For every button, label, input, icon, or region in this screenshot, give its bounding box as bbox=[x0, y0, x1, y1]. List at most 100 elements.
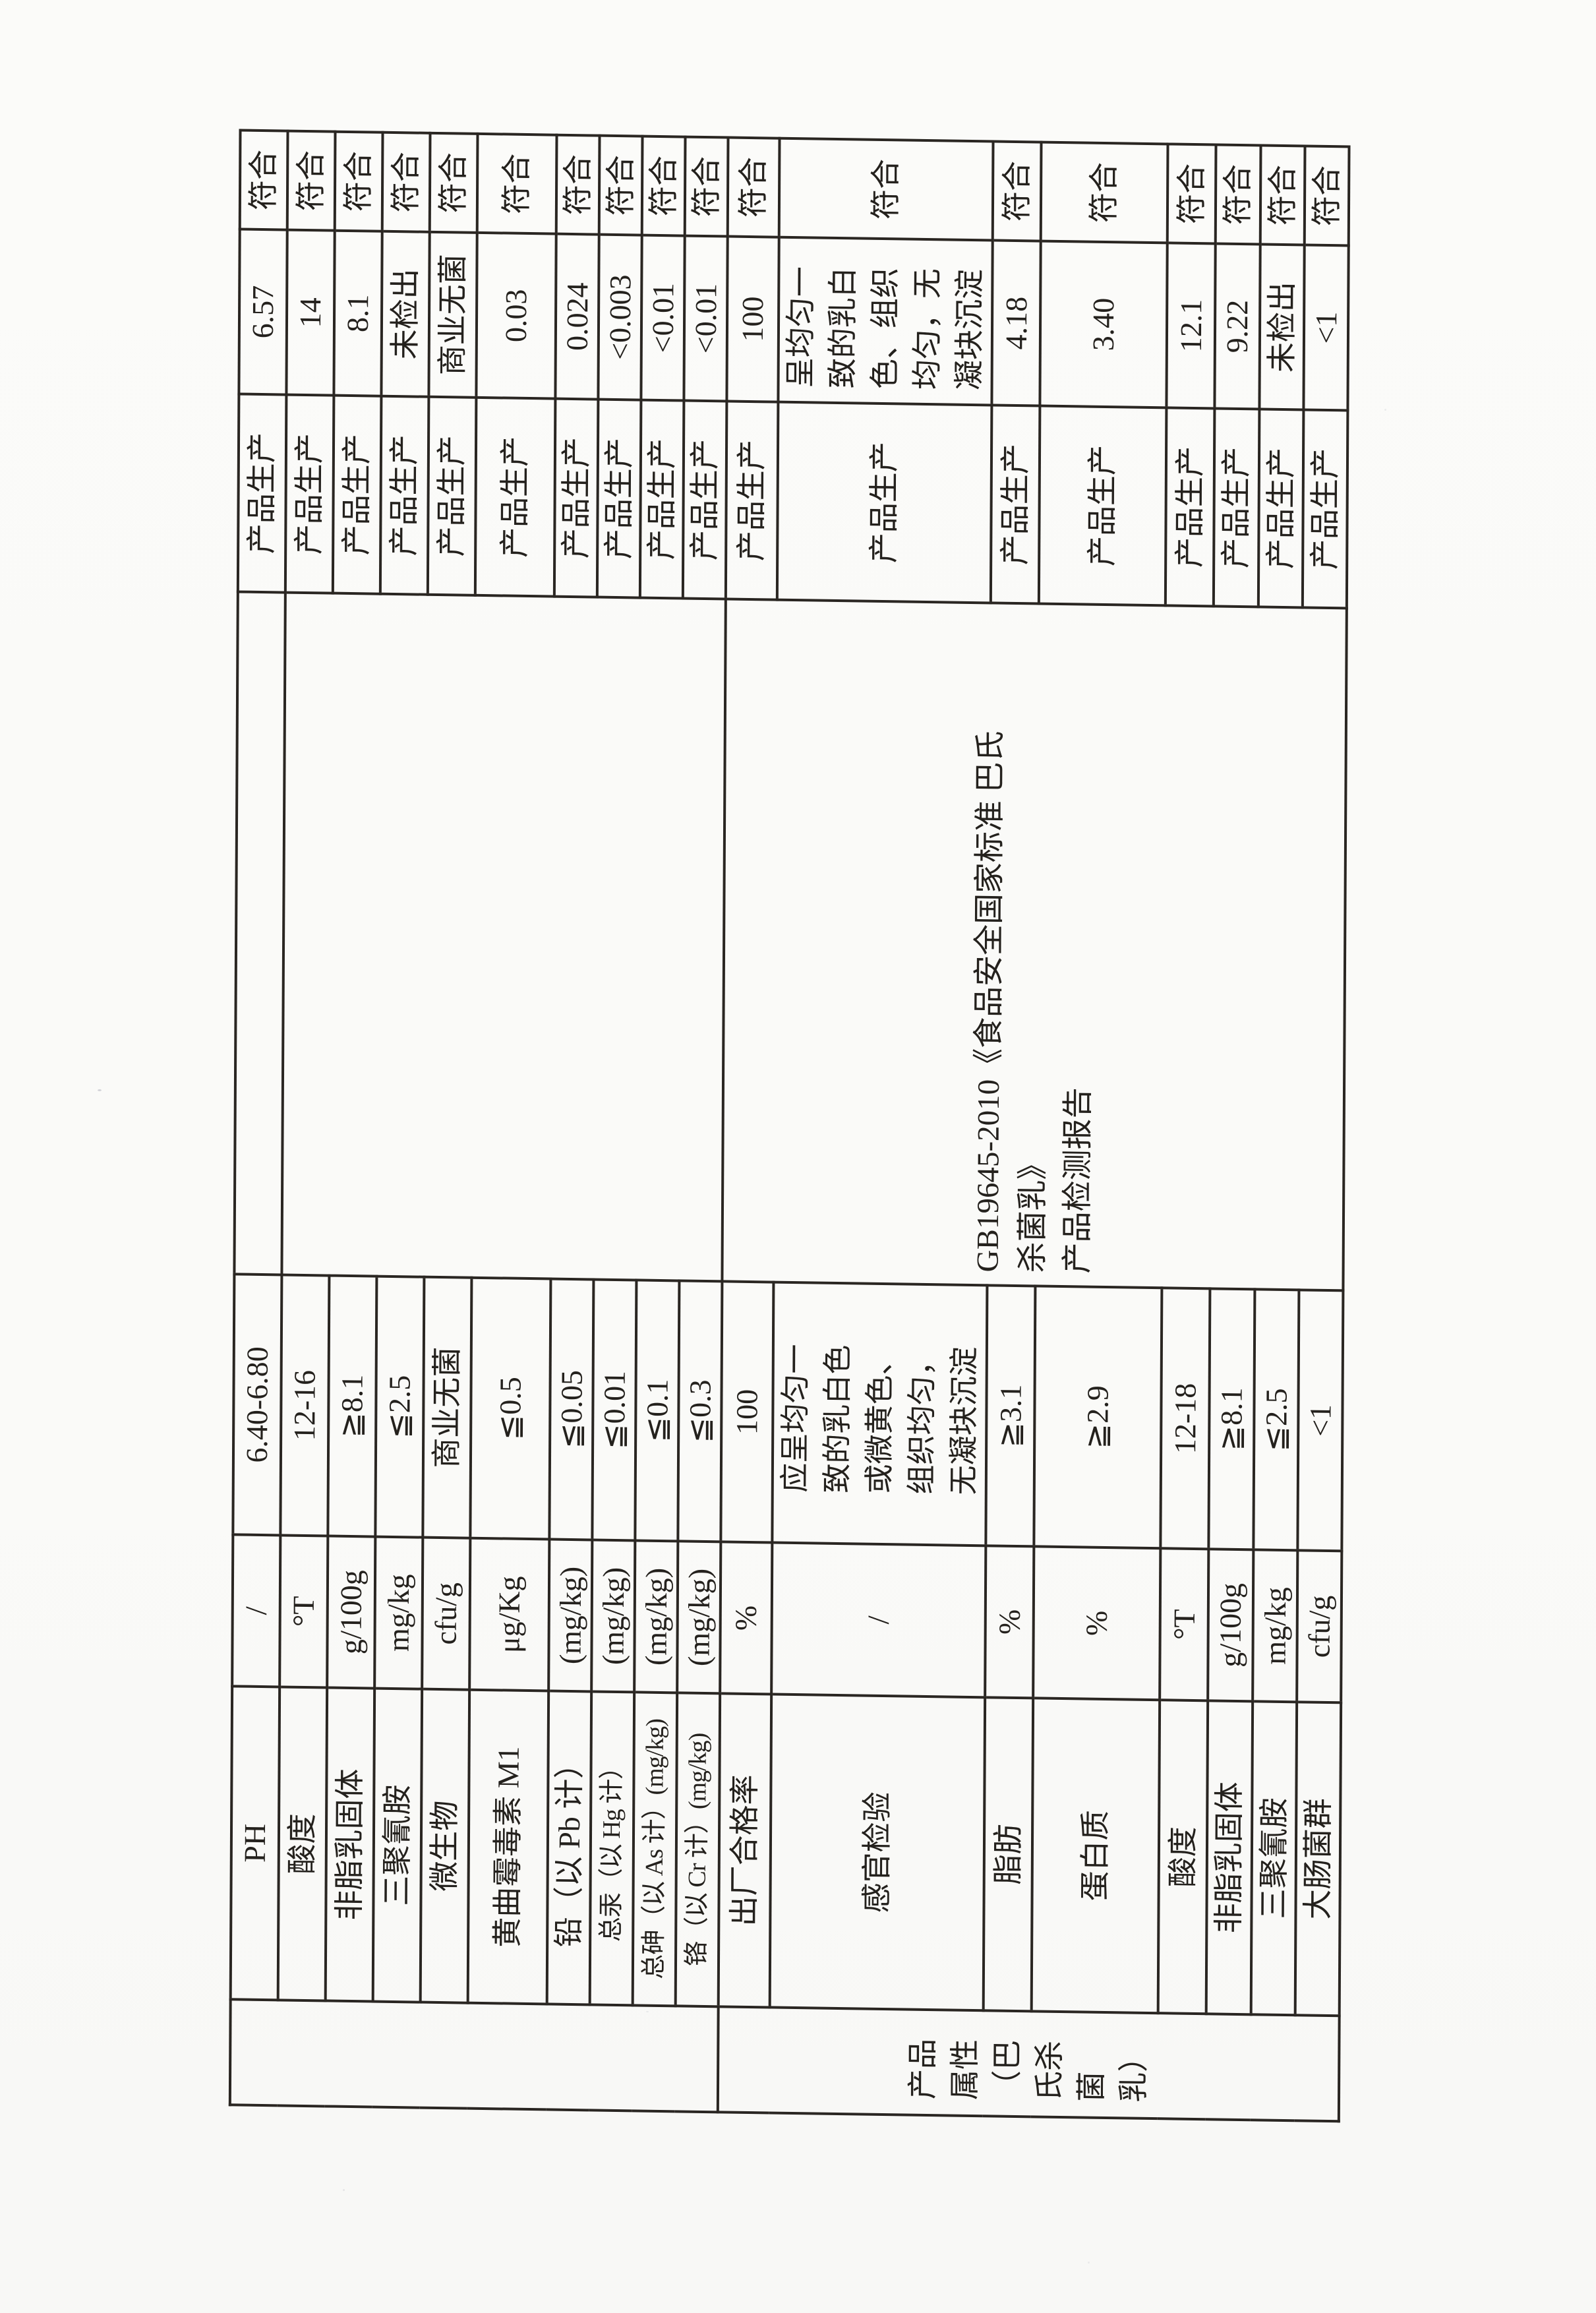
conclusion-cell: 符合 bbox=[1040, 142, 1168, 243]
result-cell: 未检出 bbox=[381, 231, 430, 397]
result-cell: 14 bbox=[286, 229, 335, 396]
table-body: PH/6.40-6.80 产品生产 6.57 符合 酸度 °T 12-16 产品生产 14 符合非… bbox=[229, 130, 1349, 2122]
category-cell: 产品生产 bbox=[380, 396, 429, 595]
item-cell: 出厂合格率 bbox=[718, 1693, 772, 2008]
result-cell: <0.003 bbox=[598, 234, 642, 400]
unit-cell: cfu/g bbox=[1297, 1550, 1342, 1703]
upright-table: PH/6.40-6.80 产品生产 6.57 符合 酸度 °T 12-16 产品生产 14 符合非… bbox=[229, 130, 1349, 2123]
unit-cell: mg/kg bbox=[1253, 1549, 1298, 1702]
category-cell: 产品生产 bbox=[554, 398, 599, 597]
unit-cell: mg/kg bbox=[374, 1536, 423, 1689]
unit-cell: °T bbox=[280, 1535, 328, 1688]
item-cell: 微生物 bbox=[420, 1689, 470, 2003]
unit-cell: % bbox=[985, 1546, 1034, 1698]
limit-cell: ≧3.1 bbox=[986, 1285, 1036, 1547]
scan-speck bbox=[1384, 409, 1386, 411]
limit-cell: ≧2.9 bbox=[1034, 1286, 1162, 1549]
result-cell: 未检出 bbox=[1259, 244, 1305, 410]
limit-cell: 应呈均匀一致的乳白色或微黄色、组织均匀，无凝块沉淀 bbox=[772, 1282, 988, 1546]
standard-cell: GB19645-2010《食品安全国家标准 巴氏 杀菌乳》 产品检测报告 bbox=[722, 599, 1347, 1291]
category-cell: 产品生产 bbox=[682, 400, 727, 599]
category-cell: 产品生产 bbox=[1038, 406, 1167, 606]
category-cell: 产品生产 bbox=[1258, 409, 1304, 608]
unit-cell: (mg/kg) bbox=[591, 1540, 635, 1693]
result-cell: 0.024 bbox=[555, 233, 599, 400]
conclusion-cell: 符合 bbox=[1304, 146, 1349, 246]
unit-cell: % bbox=[720, 1542, 773, 1695]
unit-cell: g/100g bbox=[1208, 1549, 1254, 1702]
scan-speck bbox=[1088, 2262, 1090, 2264]
result-cell: 0.03 bbox=[476, 232, 556, 399]
category-cell: 产品生产 bbox=[475, 397, 556, 597]
unit-cell: °T bbox=[1160, 1548, 1209, 1701]
scan-speck bbox=[98, 1089, 102, 1091]
standard-empty-cell bbox=[281, 592, 726, 1282]
limit-cell: ≦0.05 bbox=[549, 1278, 594, 1540]
result-cell: 呈均匀一致的乳白色、组织均匀，无凝块沉淀 bbox=[778, 237, 993, 406]
unit-cell: / bbox=[771, 1542, 986, 1698]
conclusion-cell: 符合 bbox=[556, 135, 600, 235]
item-cell: 非脂乳固体 bbox=[325, 1687, 375, 2002]
category-cell: 产品生产 bbox=[597, 399, 641, 598]
result-cell: 4.18 bbox=[991, 240, 1041, 406]
conclusion-cell: 符合 bbox=[429, 133, 478, 233]
conclusion-cell: 符合 bbox=[1167, 144, 1216, 244]
limit-cell: <1 bbox=[1297, 1290, 1344, 1551]
item-cell: 感官检验 bbox=[769, 1694, 986, 2011]
limit-cell: ≦0.3 bbox=[678, 1280, 723, 1542]
limit-cell: ≦0.5 bbox=[470, 1277, 551, 1540]
item-cell: 三聚氰胺 bbox=[372, 1688, 423, 2002]
category-cell: 产品生产 bbox=[285, 394, 334, 593]
category-cell: 产品生产 bbox=[427, 396, 477, 595]
category-cell: 产品生产 bbox=[237, 394, 287, 593]
limit-cell: ≦0.01 bbox=[592, 1279, 637, 1541]
item-cell: 酸度 bbox=[278, 1687, 328, 2001]
attribute-cell-text: 产品属性（巴氏杀菌乳） bbox=[905, 2038, 1151, 2103]
unit-cell: (mg/kg) bbox=[548, 1539, 593, 1692]
item-cell: 大肠菌群 bbox=[1295, 1702, 1342, 2016]
category-cell: 产品生产 bbox=[639, 400, 684, 599]
conclusion-cell: 符合 bbox=[382, 132, 430, 232]
limit-cell-text: 应呈均匀一致的乳白色或微黄色、组织均匀，无凝块沉淀 bbox=[778, 1344, 981, 1495]
item-cell: 铅（以 Pb 计） bbox=[547, 1691, 592, 2005]
conclusion-cell: 符合 bbox=[477, 133, 557, 234]
conclusion-cell: 符合 bbox=[287, 131, 336, 231]
item-cell: 总砷（以 As 计）(mg/kg) bbox=[632, 1692, 678, 2006]
item-cell: 总汞（以 Hg 计） bbox=[589, 1691, 635, 2006]
unit-cell: g/100g bbox=[327, 1536, 376, 1689]
unit-cell: % bbox=[1033, 1546, 1161, 1700]
conclusion-cell: 符合 bbox=[239, 130, 288, 230]
limit-cell: 6.40-6.80 bbox=[233, 1274, 282, 1536]
limit-cell: 100 bbox=[721, 1281, 774, 1543]
inspection-table: PH/6.40-6.80 产品生产 6.57 符合 酸度 °T 12-16 产品生产 14 符合非… bbox=[229, 129, 1351, 2123]
category-cell: 产品生产 bbox=[1213, 408, 1260, 607]
limit-cell: 12-16 bbox=[280, 1275, 330, 1536]
item-cell: 三聚氰胺 bbox=[1251, 1701, 1297, 2016]
result-cell: <0.01 bbox=[641, 235, 685, 401]
unit-cell: (mg/kg) bbox=[634, 1540, 678, 1693]
rotated-table-area: PH/6.40-6.80 产品生产 6.57 符合 酸度 °T 12-16 产品生产 14 符合非… bbox=[228, 130, 1349, 2123]
scan-speck bbox=[646, 2011, 649, 2012]
standard-empty-cell bbox=[234, 591, 285, 1275]
limit-cell: 12-18 bbox=[1160, 1288, 1210, 1549]
limit-cell: ≧8.1 bbox=[328, 1275, 377, 1537]
limit-cell: ≦0.1 bbox=[635, 1280, 680, 1542]
unit-cell: (mg/kg) bbox=[677, 1541, 721, 1694]
category-cell: 产品生产 bbox=[332, 395, 382, 594]
conclusion-cell: 符合 bbox=[779, 138, 993, 241]
result-cell: 100 bbox=[726, 236, 779, 402]
unit-cell: / bbox=[232, 1534, 281, 1687]
item-cell: 蛋白质 bbox=[1031, 1698, 1160, 2014]
result-cell: 商业无菌 bbox=[429, 231, 477, 398]
item-cell: 酸度 bbox=[1158, 1700, 1208, 2014]
conclusion-cell: 符合 bbox=[1215, 144, 1261, 245]
conclusion-cell: 符合 bbox=[727, 137, 780, 237]
item-cell: 脂肪 bbox=[983, 1697, 1034, 2012]
scan-speck bbox=[343, 2189, 345, 2191]
result-cell-text: 呈均匀一致的乳白色、组织均匀，无凝块沉淀 bbox=[783, 266, 987, 391]
attribute-cell: 产品属性（巴氏杀菌乳） bbox=[717, 2006, 1340, 2122]
item-cell: 非脂乳固体 bbox=[1206, 1700, 1253, 2015]
conclusion-cell: 符合 bbox=[334, 131, 383, 231]
